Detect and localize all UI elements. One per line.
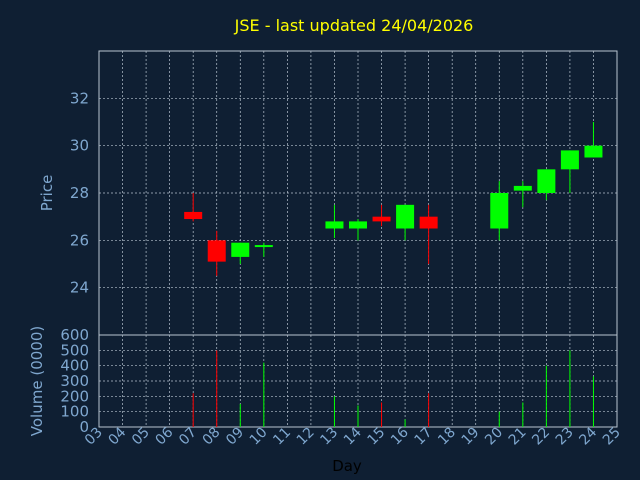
volume-tick-label: 500 bbox=[60, 341, 89, 359]
candle-body bbox=[325, 221, 344, 229]
volume-tick-label: 0 bbox=[79, 418, 89, 436]
day-tick-label: 07 bbox=[176, 425, 200, 449]
day-tick-label: 17 bbox=[412, 425, 436, 449]
candle-day-22 bbox=[537, 169, 556, 201]
day-axis-label: Day bbox=[332, 457, 362, 475]
day-tick-label: 23 bbox=[553, 425, 577, 449]
candle-day-14 bbox=[349, 219, 367, 241]
price-tick-label: 32 bbox=[70, 89, 89, 107]
volume-tick-label: 200 bbox=[60, 387, 89, 405]
candle-day-21 bbox=[513, 181, 532, 208]
candle-day-24 bbox=[584, 122, 603, 158]
chart-title: JSE - last updated 24/04/2026 bbox=[234, 16, 474, 35]
volume-tick-label: 600 bbox=[60, 326, 89, 344]
volume-tick-label: 300 bbox=[60, 372, 89, 390]
price-tick-label: 26 bbox=[70, 231, 89, 249]
candle-day-10 bbox=[254, 242, 273, 257]
day-tick-label: 14 bbox=[341, 424, 365, 448]
day-tick-label: 11 bbox=[270, 425, 294, 449]
day-tick-label: 05 bbox=[129, 425, 153, 449]
candle-day-7 bbox=[184, 193, 203, 222]
day-tick-label: 15 bbox=[364, 425, 388, 449]
volume-axis-label: Volume (0000) bbox=[28, 326, 46, 436]
day-tick-label: 10 bbox=[247, 425, 271, 449]
candle-body bbox=[560, 150, 579, 170]
price-tick-label: 30 bbox=[70, 137, 89, 155]
day-axis-ticks: 03 04 05 06 07 08 09 10 11 12 13 14 15 16 17 18 19 20 21 22… bbox=[82, 424, 624, 448]
candle-body bbox=[396, 204, 415, 229]
candle-body bbox=[207, 240, 226, 262]
candle-day-8 bbox=[207, 230, 226, 276]
candle-body bbox=[513, 185, 532, 191]
candle-body bbox=[490, 193, 509, 229]
day-tick-label: 12 bbox=[294, 425, 318, 449]
volume-tick-label: 400 bbox=[60, 357, 89, 375]
day-tick-label: 25 bbox=[600, 425, 624, 449]
candle-body bbox=[584, 145, 603, 158]
volume-bars bbox=[192, 350, 594, 427]
candle-body bbox=[254, 245, 273, 248]
day-tick-label: 16 bbox=[388, 424, 412, 448]
day-tick-label: 19 bbox=[459, 425, 483, 449]
price-axis-label: Price bbox=[38, 175, 56, 212]
candle-body bbox=[349, 221, 367, 229]
candle-body bbox=[184, 211, 203, 220]
day-tick-label: 08 bbox=[200, 425, 224, 449]
price-axis-ticks: 24 26 28 30 32 bbox=[70, 89, 89, 296]
candle-day-13 bbox=[325, 204, 344, 238]
candle-day-23 bbox=[560, 150, 579, 193]
candle-body bbox=[372, 216, 391, 222]
day-tick-label: 22 bbox=[529, 425, 553, 449]
price-candles bbox=[184, 122, 603, 276]
day-tick-label: 04 bbox=[105, 424, 129, 448]
candle-day-16 bbox=[396, 204, 415, 241]
candle-day-17 bbox=[419, 204, 438, 264]
candle-day-20 bbox=[490, 181, 509, 241]
day-tick-label: 24 bbox=[576, 424, 600, 448]
candle-body bbox=[419, 216, 438, 229]
candle-day-15 bbox=[372, 204, 391, 227]
day-tick-label: 13 bbox=[317, 425, 341, 449]
candle-body bbox=[537, 169, 556, 193]
day-tick-label: 21 bbox=[506, 425, 530, 449]
price-tick-label: 28 bbox=[70, 184, 89, 202]
volume-tick-label: 100 bbox=[60, 403, 89, 421]
candle-body bbox=[231, 242, 250, 257]
day-tick-label: 18 bbox=[435, 425, 459, 449]
price-tick-label: 24 bbox=[70, 279, 89, 297]
day-tick-label: 06 bbox=[153, 424, 177, 448]
candle-day-9 bbox=[231, 242, 250, 264]
day-tick-label: 09 bbox=[223, 425, 247, 449]
day-tick-label: 20 bbox=[482, 425, 506, 449]
